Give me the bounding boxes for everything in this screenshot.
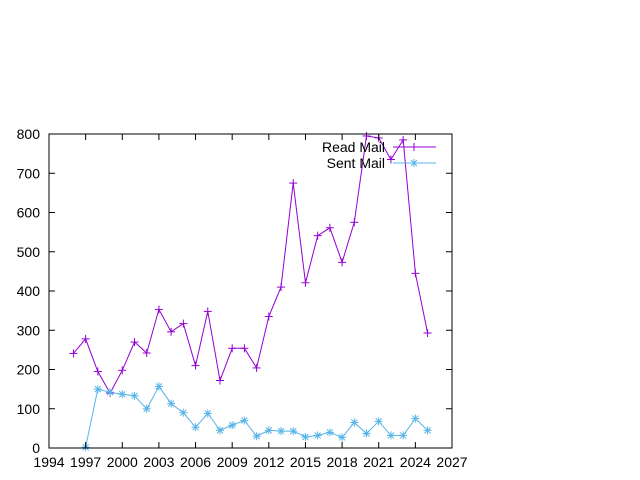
data-point: [203, 307, 212, 316]
data-point: [167, 327, 176, 336]
data-point: [130, 391, 139, 400]
series-line-0: [73, 135, 429, 395]
data-point: [179, 319, 188, 328]
data-point: [423, 328, 432, 337]
x-tick-label: 2015: [290, 454, 321, 470]
y-tick-label: 0: [32, 440, 40, 456]
data-point: [289, 427, 298, 436]
data-point: [142, 404, 151, 413]
data-point: [362, 131, 371, 140]
data-point: [106, 388, 115, 397]
data-point: [362, 429, 371, 438]
data-point: [93, 385, 102, 394]
data-point: [338, 433, 347, 442]
x-tick-label: 2009: [217, 454, 248, 470]
data-point: [179, 408, 188, 417]
data-point: [203, 409, 212, 418]
data-point: [264, 426, 273, 435]
data-point: [118, 390, 127, 399]
data-point: [81, 334, 90, 343]
y-tick-label: 800: [17, 126, 41, 142]
data-point: [301, 278, 310, 287]
data-point: [338, 258, 347, 267]
data-point: [167, 399, 176, 408]
data-point: [277, 283, 286, 292]
data-point: [240, 344, 249, 353]
plot-markers: [69, 131, 432, 452]
data-point: [264, 312, 273, 321]
x-tick-label: 2003: [143, 454, 174, 470]
y-tick-label: 700: [17, 165, 41, 181]
data-point: [350, 418, 359, 427]
data-point: [93, 367, 102, 376]
data-point: [191, 423, 200, 432]
y-tick-label: 300: [17, 322, 41, 338]
legend-marker: [410, 159, 418, 167]
data-point: [277, 427, 286, 436]
data-point: [301, 433, 310, 442]
axis-ticks: [48, 133, 453, 449]
legend-label: Sent Mail: [327, 155, 385, 171]
x-tick-label: 2021: [363, 454, 394, 470]
data-point: [289, 179, 298, 188]
data-point: [154, 382, 163, 391]
x-tick-label: 2006: [180, 454, 211, 470]
y-tick-label: 100: [17, 401, 41, 417]
plot-lines: [73, 135, 429, 448]
y-tick-label: 400: [17, 283, 41, 299]
data-point: [313, 431, 322, 440]
data-point: [228, 421, 237, 430]
x-tick-label: 2024: [400, 454, 431, 470]
data-point: [69, 349, 78, 358]
y-tick-label: 600: [17, 205, 41, 221]
data-point: [325, 223, 334, 232]
data-point: [350, 218, 359, 227]
data-point: [411, 269, 420, 278]
data-point: [386, 155, 395, 164]
data-point: [252, 363, 261, 372]
data-point: [313, 231, 322, 240]
data-point: [191, 361, 200, 370]
data-point: [130, 338, 139, 347]
x-tick-label: 2027: [436, 454, 467, 470]
data-point: [423, 426, 432, 435]
y-tick-label: 500: [17, 244, 41, 260]
data-point: [154, 305, 163, 314]
data-point: [399, 431, 408, 440]
data-point: [386, 431, 395, 440]
data-point: [252, 432, 261, 441]
data-point: [215, 376, 224, 385]
data-point: [399, 135, 408, 144]
plot-frame: [48, 133, 453, 449]
data-point: [240, 416, 249, 425]
y-tick-label: 200: [17, 362, 41, 378]
x-tick-label: 2018: [327, 454, 358, 470]
data-point: [118, 366, 127, 375]
data-point: [374, 417, 383, 426]
data-point: [228, 344, 237, 353]
x-tick-label: 1994: [33, 454, 64, 470]
data-point: [215, 426, 224, 435]
data-point: [142, 349, 151, 358]
x-tick-label: 2000: [107, 454, 138, 470]
x-tick-label: 1997: [70, 454, 101, 470]
data-point: [325, 428, 334, 437]
axis-tick-labels: 0 100 200 300 400 500 600 700 800 1994 1997 2000 200…: [17, 126, 468, 470]
legend-marker: [410, 143, 418, 151]
legend-label: Read Mail: [322, 139, 385, 155]
x-tick-label: 2012: [253, 454, 284, 470]
data-point: [411, 414, 420, 423]
